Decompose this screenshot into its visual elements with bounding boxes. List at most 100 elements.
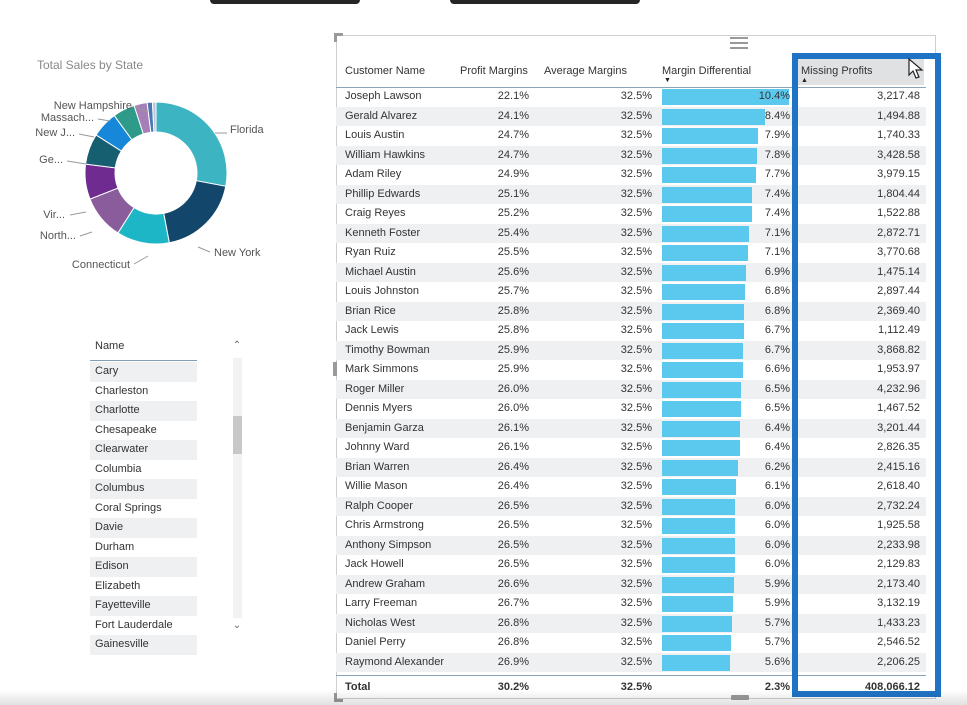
customer-table-visual[interactable]: Customer Name Profit Margins Average Mar… (333, 33, 944, 702)
margin-differential-cell: 5.6% (764, 655, 790, 668)
scroll-thumb[interactable] (233, 416, 242, 454)
slicer-item[interactable]: Fort Lauderdale (95, 618, 173, 631)
margin-differential-cell: 7.4% (764, 187, 790, 200)
table-row[interactable]: Daniel Perry 26.8% 32.5% 5.7% 2,546.52 (336, 633, 926, 653)
slicer-item[interactable]: Columbus (90, 479, 197, 499)
slicer-scrollbar[interactable]: ⌃ ⌄ (231, 340, 243, 640)
average-margin-cell: 32.5% (620, 363, 652, 375)
slicer-item[interactable]: Clearwater (90, 440, 197, 460)
table-row[interactable]: Willie Mason 26.4% 32.5% 6.1% 2,618.40 (336, 477, 926, 497)
slicer-item[interactable]: Edison (90, 557, 197, 577)
average-margin-cell: 32.5% (620, 597, 652, 609)
table-row[interactable]: Ryan Ruiz 25.5% 32.5% 7.1% 3,770.68 (336, 243, 926, 263)
table-row[interactable]: Joseph Lawson 22.1% 32.5% 10.4% 3,217.48 (336, 87, 926, 107)
resize-handle-bottom[interactable] (731, 695, 749, 700)
margin-differential-bar (662, 89, 789, 105)
slicer-item[interactable]: Gainesville (90, 635, 197, 655)
table-row[interactable]: William Hawkins 24.7% 32.5% 7.8% 3,428.58 (336, 145, 926, 165)
donut-slice-label: Ge... (39, 154, 63, 166)
table-row[interactable]: Roger Miller 26.0% 32.5% 6.5% 4,232.96 (336, 379, 926, 399)
slicer-item[interactable]: Cary (90, 362, 197, 382)
header-average-margins[interactable]: Average Margins (544, 65, 627, 77)
table-row[interactable]: Louis Johnston 25.7% 32.5% 6.8% 2,897.44 (336, 282, 926, 302)
average-margin-cell: 32.5% (620, 636, 652, 648)
table-row[interactable]: Raymond Alexander 26.9% 32.5% 5.6% 2,206.25 (336, 652, 926, 672)
slicer-item[interactable]: Coral Springs (95, 501, 162, 514)
table-row[interactable]: Louis Austin 24.7% 32.5% 7.9% 1,740.33 (336, 126, 926, 146)
table-row[interactable]: Michael Austin 25.6% 32.5% 6.9% 1,475.14 (336, 262, 926, 282)
donut-chart[interactable]: Florida New York Connecticut North... Vir...… (30, 52, 310, 282)
margin-differential-cell: 7.1% (764, 226, 790, 239)
margin-differential-bar (662, 245, 748, 261)
donut-slice-label: Connecticut (72, 259, 130, 271)
table-row[interactable]: Johnny Ward 26.1% 32.5% 6.4% 2,826.35 (336, 438, 926, 458)
profit-margin-cell: 22.1% (497, 90, 529, 102)
slicer-item[interactable]: Chesapeake (95, 423, 157, 436)
slicer-item[interactable]: Charleston (95, 384, 149, 397)
margin-differential-cell: 7.1% (764, 246, 790, 258)
resize-handle-left[interactable] (333, 362, 337, 376)
margin-differential-bar (662, 518, 735, 534)
resize-handle-bottom-left[interactable] (334, 693, 343, 702)
table-row[interactable]: Ralph Cooper 26.5% 32.5% 6.0% 2,732.24 (336, 496, 926, 516)
scroll-up-icon[interactable]: ⌃ (232, 340, 242, 351)
average-margin-cell: 32.5% (620, 499, 652, 512)
name-slicer[interactable]: Name Cary Charleston Charlotte Chesapeake Cl… (90, 334, 250, 655)
table-row[interactable]: Kenneth Foster 25.4% 32.5% 7.1% 2,872.71 (336, 223, 926, 243)
table-row[interactable]: Mark Simmons 25.9% 32.5% 6.6% 1,953.97 (336, 360, 926, 380)
table-row[interactable]: Adam Riley 24.9% 32.5% 7.7% 3,979.15 (336, 165, 926, 185)
table-row[interactable]: Timothy Bowman 25.9% 32.5% 6.7% 3,868.82 (336, 340, 926, 360)
table-row[interactable]: Chris Armstrong 26.5% 32.5% 6.0% 1,925.58 (336, 516, 926, 536)
slicer-item[interactable]: Columbia (95, 462, 142, 475)
donut-slice[interactable] (155, 101, 228, 187)
resize-handle-top-left[interactable] (334, 33, 343, 42)
table-row[interactable]: Jack Howell 26.5% 32.5% 6.0% 2,129.83 (336, 555, 926, 575)
table-row[interactable]: Gerald Alvarez 24.1% 32.5% 8.4% 1,494.88 (336, 106, 926, 126)
donut-leader-line (79, 231, 93, 237)
profit-margin-cell: 25.8% (497, 324, 529, 336)
donut-slice[interactable] (163, 180, 227, 244)
donut-slice-label: New York (214, 247, 261, 259)
donut-slice-label: New J... (35, 127, 75, 139)
average-margin-cell: 32.5% (620, 90, 652, 102)
table-row[interactable]: Jack Lewis 25.8% 32.5% 6.7% 1,112.49 (336, 321, 926, 341)
header-missing-profits[interactable]: Missing Profits (798, 59, 924, 85)
slicer-item[interactable]: Elizabeth (95, 579, 141, 592)
header-customer-name[interactable]: Customer Name (345, 65, 426, 77)
margin-differential-cell: 6.0% (764, 558, 790, 570)
customer-name-cell: Chris Armstrong (345, 519, 424, 531)
table-row[interactable]: Brian Warren 26.4% 32.5% 6.2% 2,415.16 (336, 457, 926, 477)
table-row[interactable]: Craig Reyes 25.2% 32.5% 7.4% 1,522.88 (336, 204, 926, 224)
slicer-list: Cary Charleston Charlotte Chesapeake Clearwa… (90, 362, 197, 655)
table-row[interactable]: Anthony Simpson 26.5% 32.5% 6.0% 2,233.98 (336, 535, 926, 555)
customer-name-cell: Kenneth Foster (345, 226, 421, 239)
slicer-item[interactable]: Charlotte (90, 401, 197, 421)
table-row[interactable]: Andrew Graham 26.6% 32.5% 5.9% 2,173.40 (336, 574, 926, 594)
header-profit-margins[interactable]: Profit Margins (460, 65, 528, 77)
profit-margin-cell: 25.9% (497, 363, 529, 375)
scroll-down-icon[interactable]: ⌄ (232, 620, 242, 631)
missing-profits-cell: 1,475.14 (877, 265, 920, 278)
donut-leader-line (133, 255, 149, 265)
slicer-item[interactable]: Davie (90, 518, 197, 538)
margin-differential-bar (662, 635, 731, 651)
slicer-item[interactable]: Fayetteville (90, 596, 197, 616)
table-row[interactable]: Dennis Myers 26.0% 32.5% 6.5% 1,467.52 (336, 399, 926, 419)
drag-grip-icon[interactable] (730, 37, 748, 49)
table-row[interactable]: Phillip Edwards 25.1% 32.5% 7.4% 1,804.44 (336, 184, 926, 204)
table-row[interactable]: Larry Freeman 26.7% 32.5% 5.9% 3,132.19 (336, 594, 926, 614)
missing-profits-cell: 2,206.25 (877, 655, 920, 668)
donut-slice[interactable] (151, 101, 157, 133)
header-margin-differential[interactable]: Margin Differential (662, 65, 752, 77)
table-row[interactable]: Nicholas West 26.8% 32.5% 5.7% 1,433.23 (336, 613, 926, 633)
table-row[interactable]: Benjamin Garza 26.1% 32.5% 6.4% 3,201.44 (336, 418, 926, 438)
slicer-item[interactable]: Durham (95, 540, 135, 553)
table-row[interactable]: Brian Rice 25.8% 32.5% 6.8% 2,369.40 (336, 301, 926, 321)
customer-name-cell: Nicholas West (345, 616, 416, 629)
margin-differential-bar (662, 615, 732, 632)
missing-profits-cell: 1,953.97 (877, 363, 920, 375)
donut-chart-card[interactable]: Total Sales by State Florida New York Conn… (30, 52, 310, 282)
margin-differential-cell: 6.5% (764, 382, 790, 395)
scroll-track[interactable] (233, 358, 242, 618)
average-margin-cell: 32.5% (620, 148, 652, 161)
